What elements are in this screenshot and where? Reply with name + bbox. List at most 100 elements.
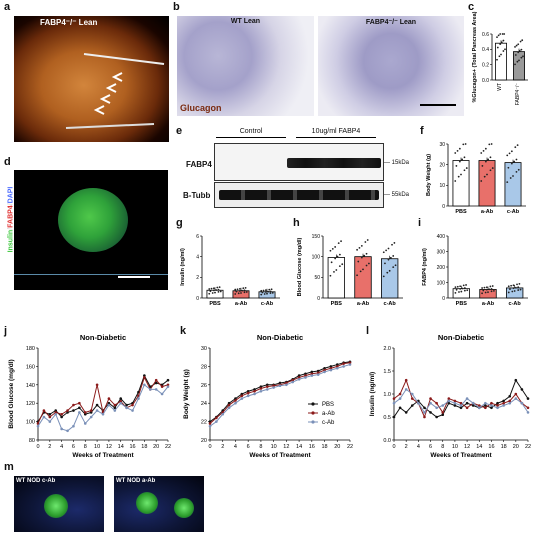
data-point [509,288,511,291]
data-point [72,424,75,428]
data-point [384,262,386,265]
x-tick-label: PBS [456,301,468,307]
data-point [392,415,396,419]
y-tick-label: 160 [26,364,35,370]
data-point [227,401,231,405]
data-point [143,376,146,379]
data-point [509,177,512,179]
data-point [526,397,530,400]
data-point [36,424,40,428]
data-point [513,160,516,163]
series-line [393,379,529,418]
data-point [512,287,515,290]
data-point [310,370,314,374]
data-point [54,411,58,414]
data-point [95,403,99,407]
data-point [496,46,499,49]
data-point [429,401,432,405]
data-point [119,400,123,403]
data-point [517,168,520,171]
data-point [502,39,505,42]
y-tick-label: 30 [439,142,445,148]
data-point [387,258,390,261]
western-band2-label: B-Tubb [183,191,211,200]
x-tick-label: 10 [271,444,277,450]
data-point [78,401,81,405]
data-point [101,412,105,416]
y-tick-label: 6 [196,234,199,240]
islet-image [44,494,68,518]
chart-title: Non-Diabetic [80,333,126,342]
data-point [241,289,244,292]
data-point [481,287,483,289]
islet-image [58,188,128,252]
data-point [214,291,216,294]
data-point [362,268,364,271]
data-point [356,274,358,277]
data-point [507,285,510,288]
chart-g: 0 2 4 6 PBS a-Ab c-Ab Insulin (ng/ml) [180,234,280,307]
data-point [477,406,481,410]
data-point [514,146,517,149]
data-point [465,284,467,286]
data-point [269,292,272,295]
data-point [382,251,385,254]
data-point [519,288,522,291]
data-point [510,284,513,287]
data-point [60,412,63,416]
chart-f: 0 10 20 30 PBS a-Ab c-Ab Body Weight (g) [426,142,526,215]
data-point [501,33,504,35]
data-point [217,291,220,293]
data-point [508,399,512,403]
data-point [272,384,275,388]
data-point [482,149,485,152]
data-point [410,404,414,407]
data-point [459,285,462,288]
data-point [335,269,338,271]
data-point [458,291,460,293]
data-point [516,60,519,63]
data-point [215,420,218,423]
x-tick-label: 0 [208,444,211,450]
y-tick-label: 0 [196,296,199,302]
data-point [520,401,524,405]
x-tick-label: 20 [334,444,340,450]
x-tick-label: 18 [321,444,327,450]
data-point [423,411,426,414]
data-point [490,290,493,293]
data-point [516,283,518,286]
x-tick-label: 0 [36,444,39,450]
panel-a-title: FABP4⁻/⁻ Lean [40,18,98,27]
bar [479,289,497,299]
data-point [481,292,483,295]
data-point [453,404,457,407]
y-tick-label: 0 [317,296,320,302]
chart-l: Non-Diabetic 0.0 0.5 1.0 1.5 2.0 0 2 4 6 8 10 12 14 16… [369,333,531,459]
data-point [510,162,513,165]
x-tick-label: 6 [72,444,75,450]
panel-b-wt-title: WT Lean [230,18,261,25]
data-point [263,293,266,295]
data-point [137,397,140,400]
y-tick-label: 2 [196,275,199,281]
legend-marker [311,402,315,406]
data-point [246,391,250,395]
data-point [72,409,75,412]
panel-m-left-label: WT NOD c-Ab [16,478,56,484]
data-point [500,41,503,44]
data-point [490,404,493,407]
panel-label-g: g [176,217,183,229]
data-point [365,252,368,255]
data-point [356,248,358,251]
data-point [113,409,117,412]
data-point [42,409,46,412]
data-point [499,33,502,35]
data-point [464,143,467,145]
data-point [259,385,263,388]
x-axis-label: Weeks of Treatment [72,452,134,459]
x-tick-label: 4 [60,444,63,450]
data-point [458,160,461,163]
islet-image [174,498,194,518]
data-point [212,289,215,292]
data-point [514,392,518,396]
